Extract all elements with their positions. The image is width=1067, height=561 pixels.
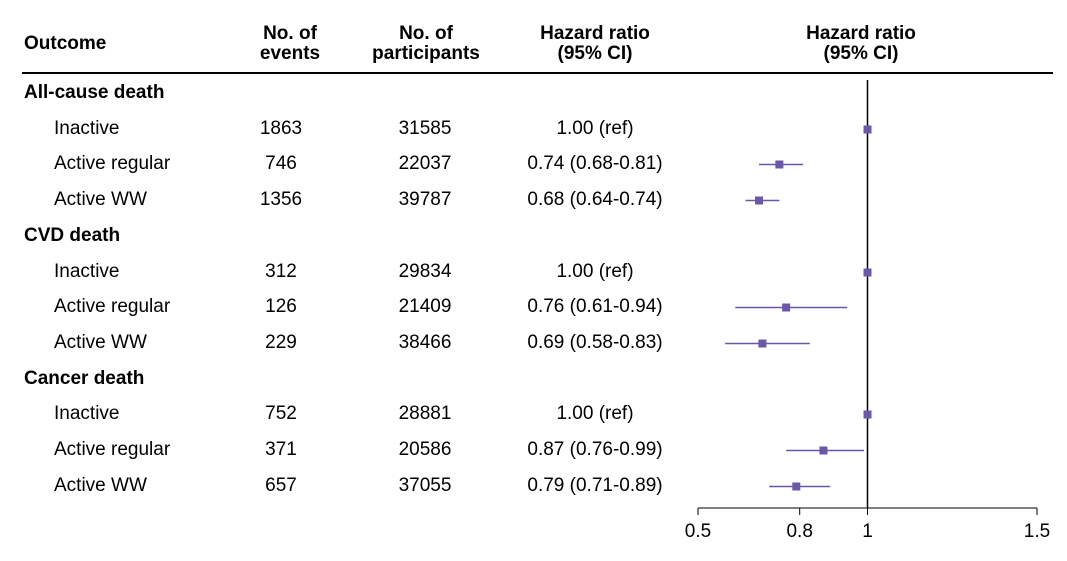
row-hr-text: 0.74 (0.68-0.81) [527,153,663,174]
row-events: 1863 [259,118,303,139]
hr-point-marker [863,410,872,419]
hr-point-marker [863,125,872,134]
row-participants: 29834 [398,261,452,282]
row-label: Active WW [54,189,147,210]
header-hr-text-line1: Hazard ratio [540,23,650,44]
row-participants: 21409 [398,296,452,317]
row-events: 746 [265,153,297,174]
row-hr-text: 0.87 (0.76-0.99) [527,439,663,460]
header-hr-plot: Hazard ratio (95% CI) [776,24,946,64]
header-hr-text-line2: (95% CI) [557,43,633,64]
header-participants: No. of participants [356,24,496,64]
row-participants: 28881 [398,403,452,424]
row-participants: 39787 [398,189,452,210]
x-axis-tick-label: 1 [862,521,873,542]
row-label: Inactive [54,118,120,139]
header-participants-line2: participants [372,43,480,64]
hr-point-marker [782,303,791,312]
row-label: Active regular [54,439,171,460]
header-hr-plot-line1: Hazard ratio [806,23,916,44]
group-label-all-cause: All-cause death [24,82,165,103]
header-outcome: Outcome [24,34,106,54]
hr-point-marker [863,268,872,277]
hr-point-marker [775,160,784,169]
header-rule [22,72,1053,74]
group-label-cancer: Cancer death [24,368,145,389]
header-hr-plot-line2: (95% CI) [823,43,899,64]
row-events: 1356 [259,189,303,210]
group-label-cvd: CVD death [24,225,121,246]
hr-point-marker [758,339,767,348]
row-hr-text: 1.00 (ref) [556,118,634,139]
row-participants: 22037 [398,153,452,174]
row-hr-text: 0.79 (0.71-0.89) [527,475,663,496]
row-events: 371 [265,439,297,460]
row-label: Active WW [54,475,147,496]
x-axis-tick-label: 0.8 [786,521,812,542]
row-hr-text: 1.00 (ref) [556,403,634,424]
row-label: Active WW [54,332,147,353]
row-events: 126 [265,296,297,317]
header-hr-text: Hazard ratio (95% CI) [510,24,680,64]
row-participants: 20586 [398,439,452,460]
row-hr-text: 0.76 (0.61-0.94) [527,296,663,317]
header-events-line1: No. of [263,23,317,44]
row-label: Inactive [54,261,120,282]
row-label: Active regular [54,153,171,174]
row-hr-text: 0.69 (0.58-0.83) [527,332,663,353]
row-hr-text: 0.68 (0.64-0.74) [527,189,663,210]
row-events: 657 [265,475,297,496]
row-events: 752 [265,403,297,424]
header-events-line2: events [259,43,321,64]
hr-point-marker [792,482,801,491]
x-axis-tick-label: 1.5 [1024,521,1050,542]
row-participants: 37055 [398,475,452,496]
header-participants-line1: No. of [399,23,453,44]
hr-point-marker [755,196,764,205]
row-events: 312 [265,261,297,282]
row-label: Active regular [54,296,171,317]
row-label: Inactive [54,403,120,424]
hr-point-marker [819,446,828,455]
header-outcome-text: Outcome [24,33,107,54]
row-participants: 38466 [398,332,452,353]
header-events: No. of events [240,24,340,64]
row-participants: 31585 [398,118,452,139]
row-hr-text: 1.00 (ref) [556,261,634,282]
row-events: 229 [265,332,297,353]
x-axis-tick-label: 0.5 [685,521,711,542]
